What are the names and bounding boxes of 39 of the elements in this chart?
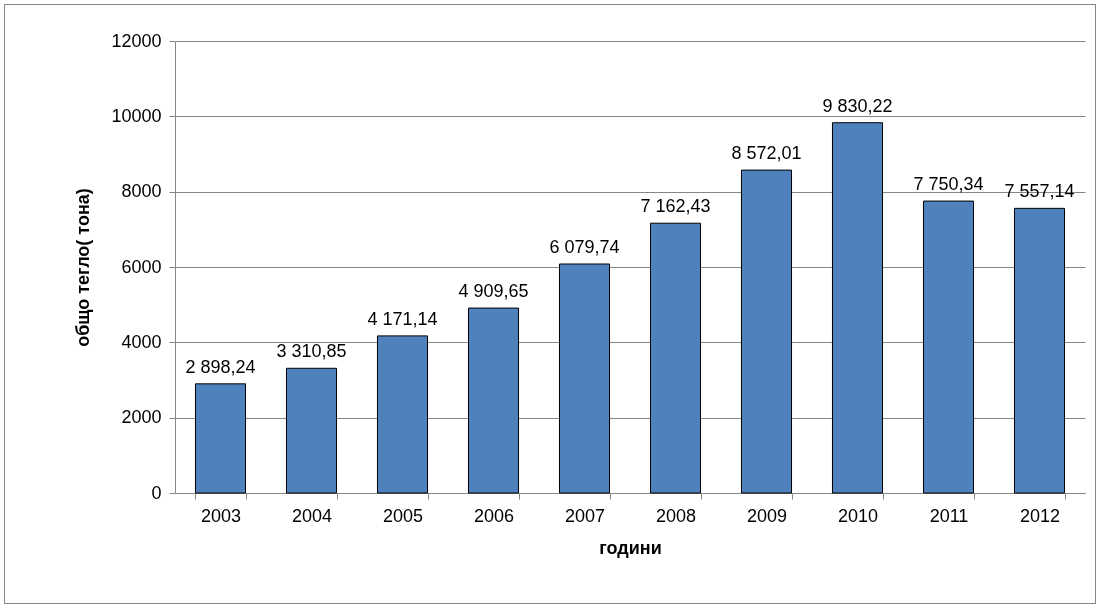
bar xyxy=(922,200,975,494)
data-label: 9 830,22 xyxy=(822,95,893,116)
x-tick-label: 2005 xyxy=(382,505,424,526)
x-tick-label: 2012 xyxy=(1019,505,1061,526)
data-label: 6 079,74 xyxy=(549,237,620,257)
data-label: 2 898,24 xyxy=(185,356,256,377)
bar xyxy=(740,169,793,494)
bar xyxy=(467,307,520,494)
x-tick-label: 2006 xyxy=(473,505,515,526)
data-label: 8 572,01 xyxy=(731,143,802,164)
x-tick-label: 2003 xyxy=(200,505,242,526)
y-tick-label: 2000 xyxy=(121,407,162,428)
bar xyxy=(558,263,611,494)
x-tick-label: 2008 xyxy=(655,505,697,526)
y-tick-label: 0 xyxy=(151,482,162,503)
bar xyxy=(649,222,702,494)
data-label: 4 909,65 xyxy=(458,281,529,302)
x-tick-label: 2004 xyxy=(291,505,333,526)
x-axis-title: години xyxy=(599,537,662,558)
y-tick-label: 12000 xyxy=(111,30,162,51)
y-tick-label: 6000 xyxy=(121,256,162,277)
y-tick-label: 8000 xyxy=(121,181,162,202)
bar xyxy=(285,367,338,494)
data-label: 4 171,14 xyxy=(367,308,438,329)
y-tick-label: 4000 xyxy=(121,331,162,352)
bar xyxy=(831,122,884,494)
data-label: 7 750,34 xyxy=(913,174,984,195)
x-tick-label: 2010 xyxy=(837,505,879,526)
bar xyxy=(1013,207,1066,494)
data-label: 7 162,43 xyxy=(640,196,711,217)
x-tick-label: 2009 xyxy=(746,505,788,526)
y-axis-title: общо тегло( тона) xyxy=(73,188,94,347)
y-tick-label: 10000 xyxy=(111,105,162,126)
x-tick-label: 2011 xyxy=(929,505,969,526)
x-tick-label: 2007 xyxy=(564,505,606,526)
bar xyxy=(376,335,429,494)
data-label: 3 310,85 xyxy=(276,341,347,362)
data-label: 7 557,14 xyxy=(1004,181,1075,202)
bar xyxy=(194,383,247,494)
